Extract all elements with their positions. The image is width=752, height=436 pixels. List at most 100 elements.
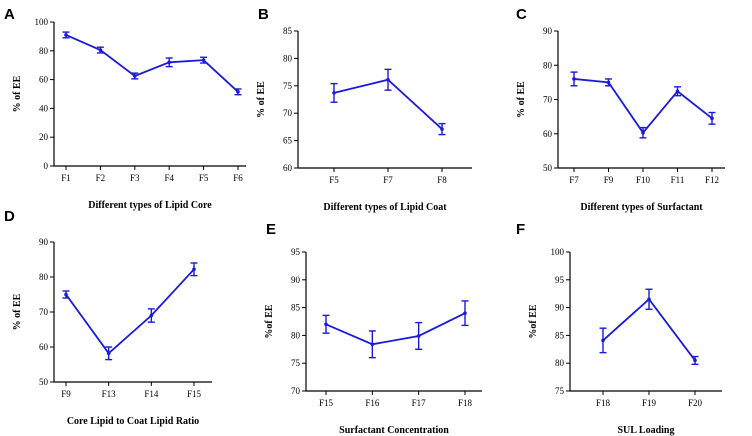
y-tick-label: 65 [283,136,293,146]
x-tick-label: F9 [61,389,71,399]
y-tick-label: 85 [283,26,293,36]
y-tick-label: 80 [291,330,301,340]
x-axis-title: Different types of Lipid Coat [323,202,447,213]
x-tick-label: F13 [102,389,117,399]
data-point [133,74,137,78]
panel-letter: C [516,6,527,23]
data-point [641,130,645,135]
y-tick-label: 70 [283,108,293,118]
y-tick-label: 75 [291,358,301,368]
x-tick-label: F2 [96,173,106,183]
y-axis-title: %of EE [264,304,275,339]
x-tick-label: F5 [199,173,209,183]
panel-letter: F [516,221,525,238]
y-tick-label: 60 [39,75,49,85]
x-tick-label: F3 [130,173,140,183]
data-point [675,89,680,94]
series-line [65,268,195,355]
y-tick-label: 20 [39,132,49,142]
x-axis-title: SUL Loading [618,425,675,436]
data-point [386,77,390,82]
chart-panel-d: D 50 60 70 80 90 F9 F13 F14 F15 Core Lipid to Coat… [4,208,212,427]
y-axis-title: % of EE [256,81,267,118]
data-point [324,322,328,327]
data-point [332,91,336,95]
x-tick-label: F4 [164,173,174,183]
data-point [98,48,103,52]
x-tick-label: F15 [319,398,334,408]
x-tick-label: F14 [144,389,159,399]
y-tick-label: 90 [291,275,301,285]
y-tick-label: 60 [283,163,293,173]
x-axis-title: Surfactant Concentration [339,425,449,436]
data-point [370,342,375,347]
x-tick-label: F19 [642,398,657,408]
x-tick-label: F9 [604,175,614,185]
data-point [64,33,68,37]
y-tick-label: 80 [543,60,553,70]
y-tick-label: 100 [551,247,565,257]
x-tick-label: F18 [596,398,611,408]
data-point [192,267,196,272]
series-line [65,34,239,93]
x-axis-title: Different types of Lipid Core [88,200,212,211]
data-point [463,311,467,315]
y-tick-label: 85 [555,330,565,340]
x-tick-label: F7 [569,175,579,185]
y-tick-label: 80 [283,53,293,63]
x-tick-label: F16 [365,398,380,408]
y-tick-label: 70 [543,95,553,105]
x-axis-title: Core Lipid to Coat Lipid Ratio [67,416,199,427]
x-tick-label: F17 [412,398,427,408]
x-tick-label: F8 [437,175,447,185]
data-point [710,116,714,121]
y-tick-label: 90 [39,237,49,247]
y-tick-label: 50 [39,377,49,387]
chart-panel-b: B 60 65 70 75 80 85 F5 F7 F8 Different types of Li… [256,6,472,213]
y-tick-label: 0 [44,161,49,171]
x-tick-label: F5 [329,175,339,185]
x-tick-label: F11 [671,175,685,185]
y-tick-label: 90 [555,303,565,313]
x-tick-label: F20 [688,398,703,408]
data-point [64,292,68,297]
data-point [693,358,697,363]
y-tick-label: 100 [35,17,49,27]
y-tick-label: 85 [291,303,301,313]
chart-panel-c: C 50 60 70 80 90 F7 F9 F10 F11 F12 Different types … [516,6,725,213]
y-tick-label: 90 [543,26,553,36]
y-tick-label: 60 [39,342,49,352]
y-tick-label: 40 [39,103,49,113]
data-point [149,313,154,318]
y-tick-label: 95 [291,247,301,257]
y-tick-label: 80 [555,358,565,368]
y-axis-title: % of EE [516,81,527,118]
data-point [440,127,444,131]
x-tick-label: F7 [383,175,393,185]
x-tick-label: F12 [705,175,719,185]
y-tick-label: 70 [291,386,301,396]
data-point [106,351,111,356]
y-tick-label: 95 [555,275,565,285]
data-point [416,334,421,338]
y-tick-label: 80 [39,272,49,282]
data-point [572,77,576,81]
panel-letter: E [266,221,276,238]
y-axis-title: % of EE [12,75,23,112]
y-tick-label: 60 [543,129,553,139]
panel-letter: B [258,6,269,23]
data-point [236,90,240,94]
data-point [201,58,206,62]
x-tick-label: F18 [458,398,473,408]
x-tick-label: F1 [61,173,71,183]
data-point [606,80,611,85]
y-tick-label: 80 [39,46,49,56]
x-tick-label: F10 [636,175,651,185]
y-tick-label: 50 [543,163,553,173]
panel-letter: D [4,208,15,225]
chart-panel-f: F 75 80 85 90 95 100 F18 F19 F20 SUL Loading %of EE [516,221,722,436]
chart-panel-e: E 70 75 80 85 90 95 F15 F16 F17 F18 Surfactant Conc… [264,221,482,436]
panel-letter: A [4,6,15,23]
x-axis-title: Different types of Surfactant [580,202,703,213]
